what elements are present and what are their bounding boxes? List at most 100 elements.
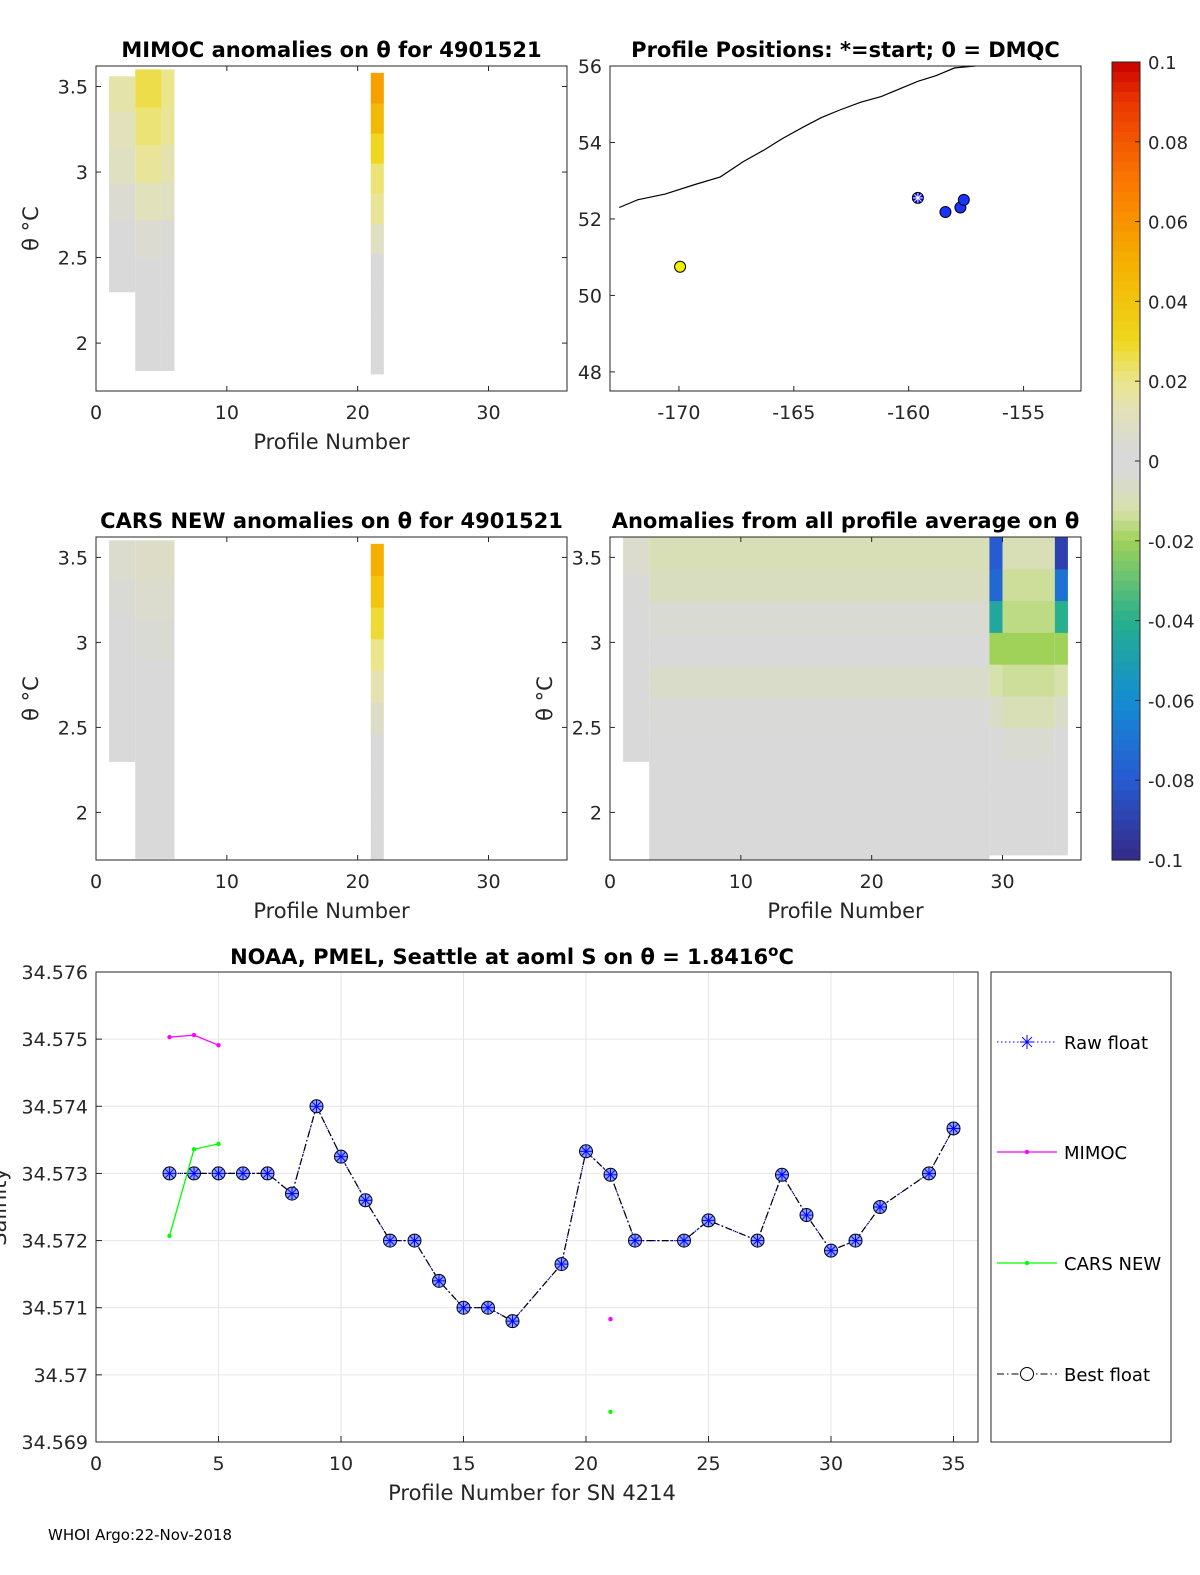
salinity-cars-marker (216, 1141, 221, 1147)
colorbar-band (1112, 431, 1140, 442)
colorbar-band (1112, 131, 1140, 143)
colorbar-band (1112, 381, 1140, 392)
salinity-xtick-label: 0 (90, 1453, 102, 1475)
cars_anom-cell (109, 724, 136, 762)
positions-coastline (618, 65, 976, 209)
cars_anom-cell (109, 577, 136, 615)
colorbar-band (1112, 570, 1140, 582)
mimoc_anom-cell (161, 257, 175, 296)
salinity-cars-marker (608, 1409, 613, 1414)
salinity-xtick-label: 15 (451, 1453, 475, 1475)
cars_anom-panel: 0 10 20 30 2 2.5 3 3.5 CARS NEW anomalies on θ f… (19, 509, 567, 923)
salinity-raw-marker (408, 1234, 421, 1247)
cars_anom-xtick-label: 10 (215, 871, 239, 893)
colorbar-band (1112, 550, 1140, 562)
salinity-mimoc-marker (191, 1032, 197, 1038)
salinity-raw-marker-stroke (556, 1259, 567, 1269)
mimoc_anom-cell (161, 219, 175, 259)
mimoc_anom-cell (161, 295, 175, 334)
colorbar-tick-label: 0.08 (1148, 133, 1188, 154)
all_avg_anom-cell (989, 791, 1003, 824)
cars_anom-cell (135, 540, 175, 581)
all_avg_anom-cell (649, 827, 990, 861)
cars_anom-cell (135, 619, 175, 661)
salinity-best-line (169, 1104, 955, 1322)
all_avg_anom-cell (989, 759, 1003, 792)
colorbar-band (1112, 451, 1140, 462)
mimoc_anom-cell (161, 332, 175, 371)
mimoc_anom-cell (370, 253, 384, 285)
colorbar-band (1112, 750, 1140, 761)
colorbar-band (1112, 421, 1140, 432)
legend-item-raw: Raw float (997, 1033, 1148, 1054)
salinity-raw-marker-stroke (581, 1146, 591, 1156)
colorbar-band (1112, 391, 1140, 402)
salinity-raw-marker (874, 1201, 886, 1213)
colorbar-band (1112, 700, 1140, 711)
cars_anom-cell (135, 699, 175, 740)
colorbar-band (1112, 620, 1140, 632)
colorbar-band (1112, 770, 1140, 781)
mimoc_anom-cell (135, 144, 162, 183)
all_avg_anom-cell (1054, 600, 1068, 633)
cars_anom-title: CARS NEW anomalies on θ for 4901521 (100, 509, 563, 533)
colorbar-band (1112, 161, 1140, 173)
salinity-raw-marker (800, 1209, 813, 1222)
positions-ytick-label: 54 (578, 132, 602, 154)
all_avg_anom-cell (1054, 695, 1068, 729)
cars_anom-ytick-label: 3 (76, 632, 88, 654)
salinity-ytick-label: 34.575 (22, 1029, 88, 1051)
cars_anom-cell (135, 739, 175, 780)
mimoc_anom-cell (370, 313, 384, 345)
all_avg_anom-cell (989, 568, 1003, 602)
all_avg_anom-ylabel: θ °C (533, 676, 557, 721)
cars_anom-cell (370, 733, 384, 766)
all_avg_anom-cell (649, 537, 990, 570)
salinity-raw-marker (678, 1234, 690, 1247)
cars_anom-cell (370, 575, 384, 608)
salinity-xtick-label: 5 (212, 1453, 224, 1475)
salinity-raw-marker-stroke (360, 1195, 371, 1205)
legend-label-raw: Raw float (1064, 1033, 1148, 1054)
mimoc_anom-cell (109, 148, 136, 185)
colorbar-band (1112, 500, 1140, 512)
salinity-raw-marker (604, 1168, 617, 1181)
mimoc_anom-cell (161, 144, 175, 183)
salinity-raw-marker-stroke (924, 1168, 934, 1179)
all_avg_anom-cell (1054, 727, 1068, 761)
all_avg_anom-cell (623, 686, 650, 725)
salinity-raw-marker (506, 1315, 519, 1328)
colorbar-band (1112, 91, 1140, 103)
all_avg_anom-ytick-label: 2 (590, 802, 602, 824)
colorbar-tick-label: -0.06 (1148, 691, 1195, 712)
all_avg_anom-xtick-label: 30 (990, 871, 1014, 893)
legend-raw-marker (1021, 1036, 1033, 1048)
all_avg_anom-ytick-label: 3.5 (572, 547, 602, 569)
mimoc_anom-xtick-label: 20 (346, 402, 370, 424)
colorbar-band (1112, 361, 1140, 372)
colorbar-band (1112, 680, 1140, 692)
cars_anom-ytick-label: 2 (76, 802, 88, 824)
all_avg_anom-cell (1054, 823, 1068, 856)
mimoc_anom-ytick-label: 3.5 (58, 77, 88, 99)
salinity-raw-marker (849, 1234, 862, 1247)
salinity-raw-marker (580, 1145, 592, 1158)
cars_anom-cell (370, 670, 384, 703)
footer-label: WHOI Argo:22-Nov-2018 (48, 1526, 232, 1544)
positions-point (939, 206, 952, 219)
all_avg_anom-cell (623, 537, 650, 575)
salinity-ytick-label: 34.569 (22, 1432, 88, 1454)
salinity-raw-marker (310, 1100, 323, 1113)
colorbar-band (1112, 291, 1140, 302)
colorbar-band (1112, 311, 1140, 322)
mimoc_anom-ytick-label: 2.5 (58, 248, 88, 270)
all_avg_anom-cell (623, 724, 650, 762)
colorbar-band (1112, 211, 1140, 223)
colorbar-band (1112, 630, 1140, 642)
salinity-raw-marker (555, 1258, 568, 1271)
salinity-ylabel: Salinity (0, 1168, 11, 1246)
mimoc_anom-cell (135, 219, 162, 259)
colorbar-band (1112, 321, 1140, 332)
salinity-legend: Raw float MIMOC CARS NEW Best float (990, 971, 1172, 1443)
mimoc_anom-xlabel: Profile Number (253, 430, 410, 454)
